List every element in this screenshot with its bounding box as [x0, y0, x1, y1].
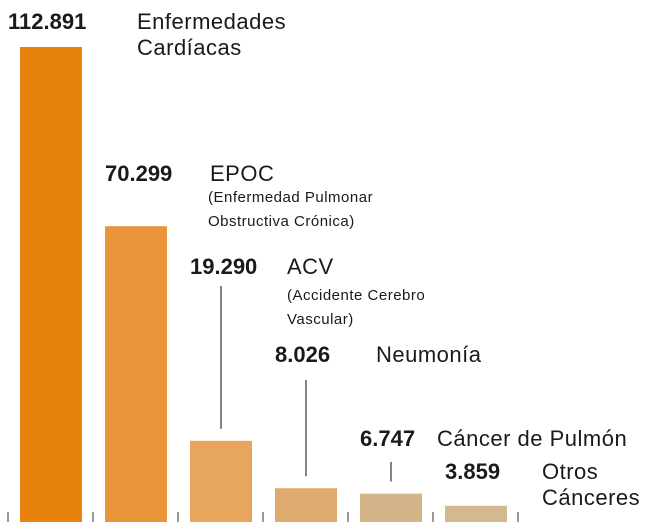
- value-label: 19.290: [190, 254, 258, 279]
- value-label: 70.299: [105, 161, 173, 186]
- category-note: (Accidente Cerebro Vascular): [287, 287, 426, 328]
- category-label: Neumonía: [376, 342, 482, 367]
- bar: [445, 505, 507, 522]
- value-label: 112.891: [8, 9, 87, 34]
- value-label: 8.026: [275, 342, 331, 367]
- value-label: 3.859: [445, 459, 501, 484]
- category-label: EPOC: [210, 161, 275, 186]
- category-label: Otros Cánceres: [542, 459, 641, 510]
- value-label: 6.747: [360, 426, 416, 451]
- category-label: Cáncer de Pulmón: [437, 426, 628, 451]
- category-label: Enfermedades Cardíacas: [137, 9, 287, 60]
- bar: [20, 47, 82, 522]
- bar: [275, 488, 337, 522]
- category-note: (Enfermedad Pulmonar Obstructiva Crónica…: [208, 189, 374, 230]
- category-label: ACV: [287, 254, 334, 279]
- bar: [105, 226, 167, 522]
- bar: [360, 493, 422, 522]
- bar: [190, 440, 252, 522]
